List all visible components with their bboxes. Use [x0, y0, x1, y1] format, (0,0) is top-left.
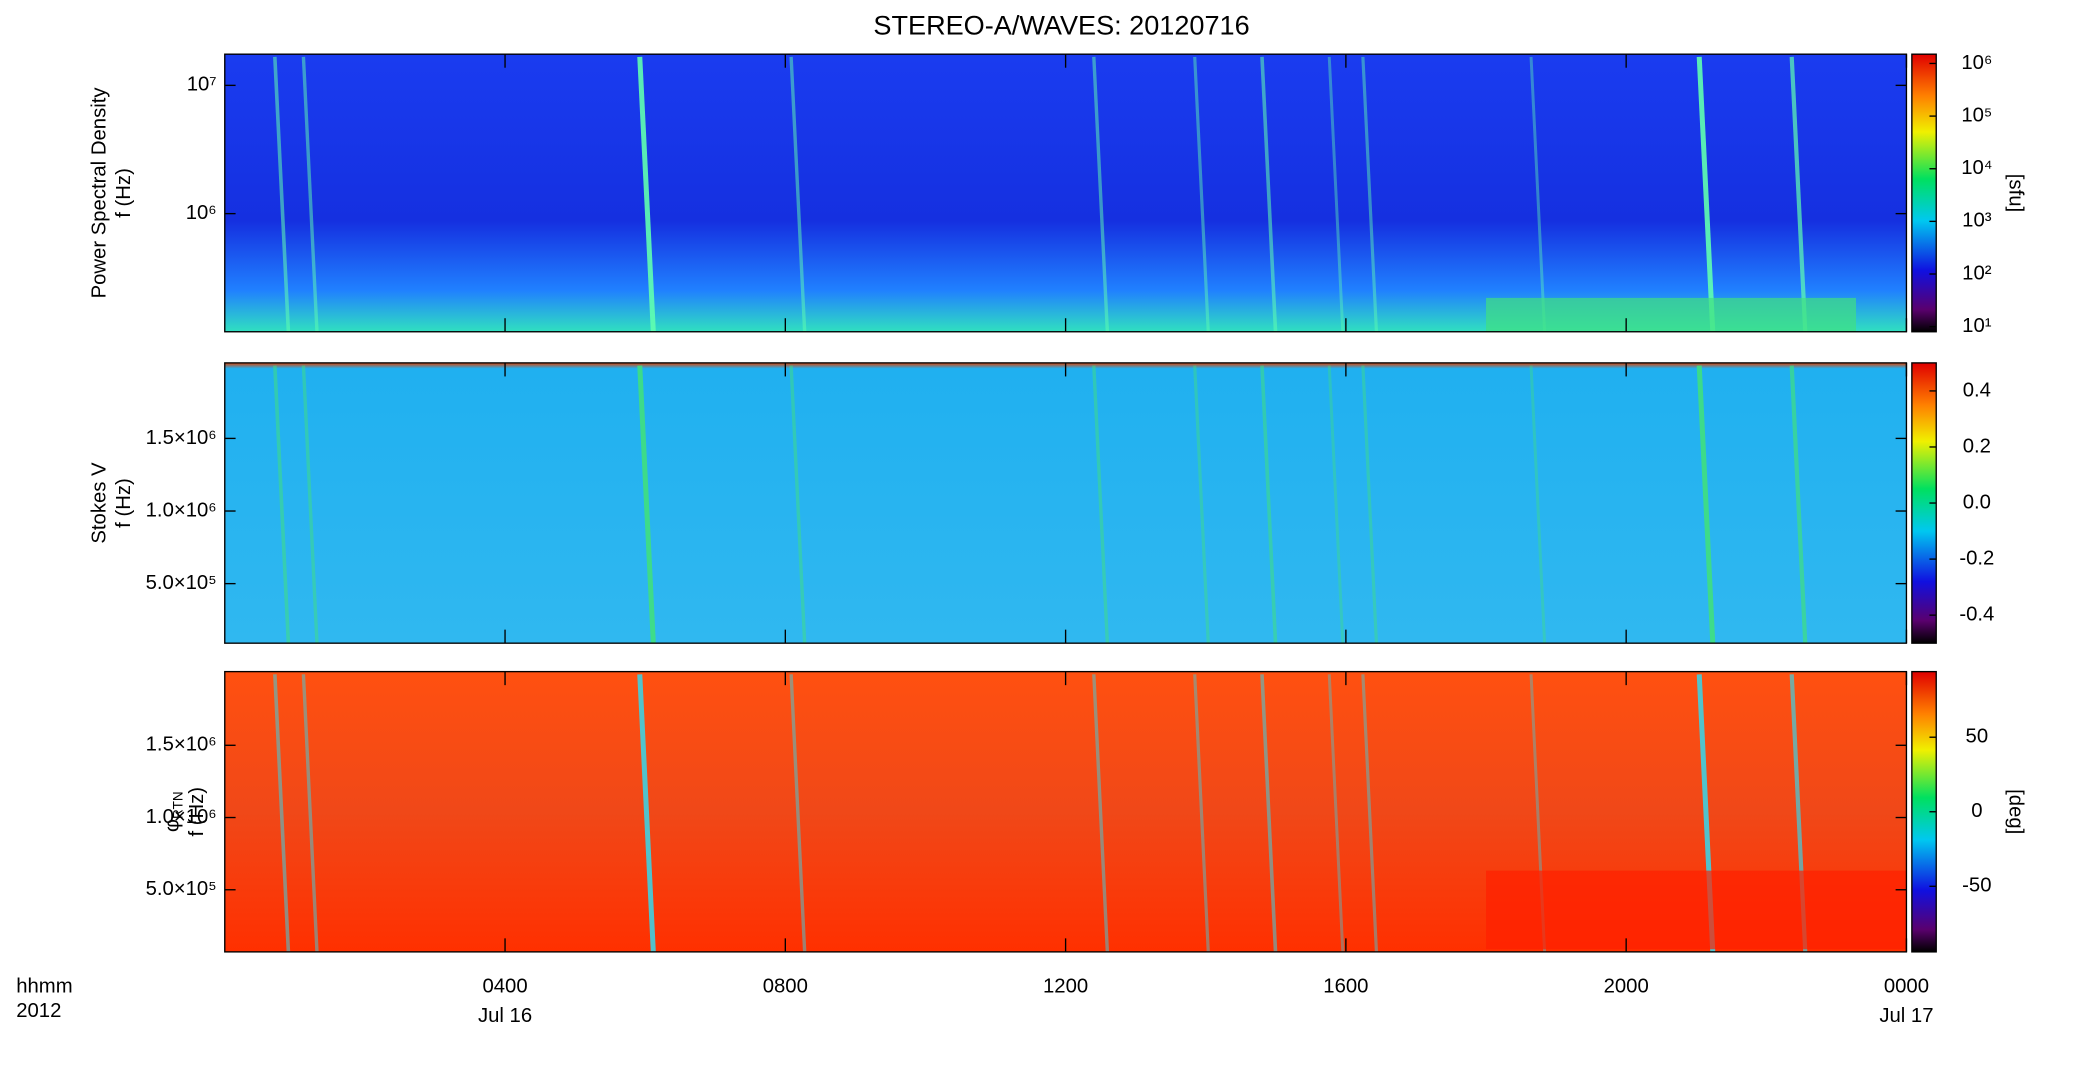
x-date-label: Jul 17 [1879, 1005, 1933, 1027]
burst-streak [1092, 365, 1110, 644]
burst-streak [1696, 56, 1716, 332]
chart-title: STEREO-A/WAVES: 20120716 [873, 9, 1249, 40]
burst-streak [1696, 365, 1716, 644]
burst-streak [1193, 365, 1210, 644]
x-axis-label: 2012 [16, 1000, 61, 1022]
x-tick-label: 1200 [1043, 975, 1088, 997]
x-tick-label: 1600 [1323, 975, 1368, 997]
x-tick-label: 0400 [482, 975, 527, 997]
burst-streak [273, 674, 291, 952]
burst-streak [637, 674, 656, 953]
burst-streak [273, 56, 291, 332]
colorbar-label: [sfu] [2004, 174, 2026, 212]
colorbar-tick-label: -50 [1962, 875, 1991, 897]
background-band [1486, 297, 1856, 332]
y-axis-label: f (Hz) [113, 478, 135, 528]
y-tick-label: 5.0×10⁵ [146, 572, 217, 594]
burst-streak [1260, 674, 1278, 952]
spectrogram-image [224, 362, 1907, 644]
colorbar-tick-label: 10² [1962, 262, 1992, 284]
burst-streak [1789, 365, 1808, 644]
burst-streak [1193, 56, 1210, 332]
x-tick-label: 2000 [1604, 975, 1649, 997]
burst-streak [1789, 56, 1808, 332]
colorbar-tick-label: 10⁵ [1961, 104, 1992, 126]
burst-streak [789, 365, 807, 644]
burst-streak [1260, 56, 1278, 332]
burst-streak [1193, 674, 1210, 952]
burst-streak [273, 365, 291, 644]
burst-streak [1260, 365, 1278, 644]
burst-streak [789, 56, 807, 332]
colorbar-label: [deg] [2004, 789, 2026, 834]
colorbar-tick-label: -0.2 [1959, 547, 1994, 569]
x-tick-label: 0800 [763, 975, 808, 997]
colorbar-tick-label: 10⁴ [1961, 157, 1992, 179]
colorbar-tick-label: 10⁶ [1961, 52, 1992, 74]
y-tick-label: 10⁷ [187, 74, 217, 96]
x-axis-label: hhmm [16, 975, 72, 997]
burst-streak [1361, 365, 1379, 644]
y-tick-label: 1.0×10⁶ [146, 806, 217, 828]
colorbar-tick-label: 10³ [1962, 210, 1992, 232]
burst-streak [1092, 674, 1110, 952]
burst-streak [1327, 56, 1345, 332]
y-axis-label-symbol: φ [162, 819, 184, 832]
y-tick-label: 1.0×10⁶ [146, 499, 217, 521]
spectrogram-image [224, 54, 1907, 332]
colorbar-tick-label: 0 [1971, 800, 1982, 822]
y-axis-label: f (Hz) [186, 787, 208, 837]
colorbar [1911, 53, 1937, 333]
colorbar-tick-label: 10¹ [1962, 315, 1992, 337]
background-band [1486, 870, 1907, 950]
burst-streak [637, 365, 656, 644]
y-tick-label: 5.0×10⁵ [146, 878, 217, 900]
colorbar-tick-label: 0.2 [1963, 435, 1991, 457]
colorbar-tick-label: -0.4 [1959, 604, 1994, 626]
colorbar-tick-label: 0.0 [1963, 491, 1991, 513]
y-tick-label: 1.5×10⁶ [146, 427, 217, 449]
burst-streak [301, 56, 319, 332]
burst-streak [301, 365, 319, 644]
burst-streak [637, 56, 656, 332]
y-axis-label: Stokes V [89, 462, 111, 544]
burst-streak [1327, 365, 1345, 644]
burst-streak [1327, 674, 1345, 952]
y-axis-label-subscript: RTN [170, 791, 185, 819]
colorbar-tick-label: 0.4 [1963, 379, 1991, 401]
burst-streak [789, 674, 807, 952]
y-tick-label: 1.5×10⁶ [146, 734, 217, 756]
colorbar [1911, 670, 1937, 953]
burst-streak [1361, 56, 1379, 332]
burst-streak [1092, 56, 1110, 332]
y-axis-label: φRTN [162, 791, 186, 832]
burst-streak [1529, 56, 1547, 332]
y-axis-label: Power Spectral Density [89, 87, 111, 299]
x-tick-label: 0000 [1884, 975, 1929, 997]
y-tick-label: 10⁶ [186, 202, 217, 224]
burst-streak [301, 674, 319, 952]
y-axis-label: f (Hz) [113, 168, 135, 218]
burst-streak [1361, 674, 1379, 952]
colorbar-tick-label: 50 [1966, 726, 1989, 748]
burst-streak [1529, 365, 1547, 644]
x-date-label: Jul 16 [478, 1005, 532, 1027]
